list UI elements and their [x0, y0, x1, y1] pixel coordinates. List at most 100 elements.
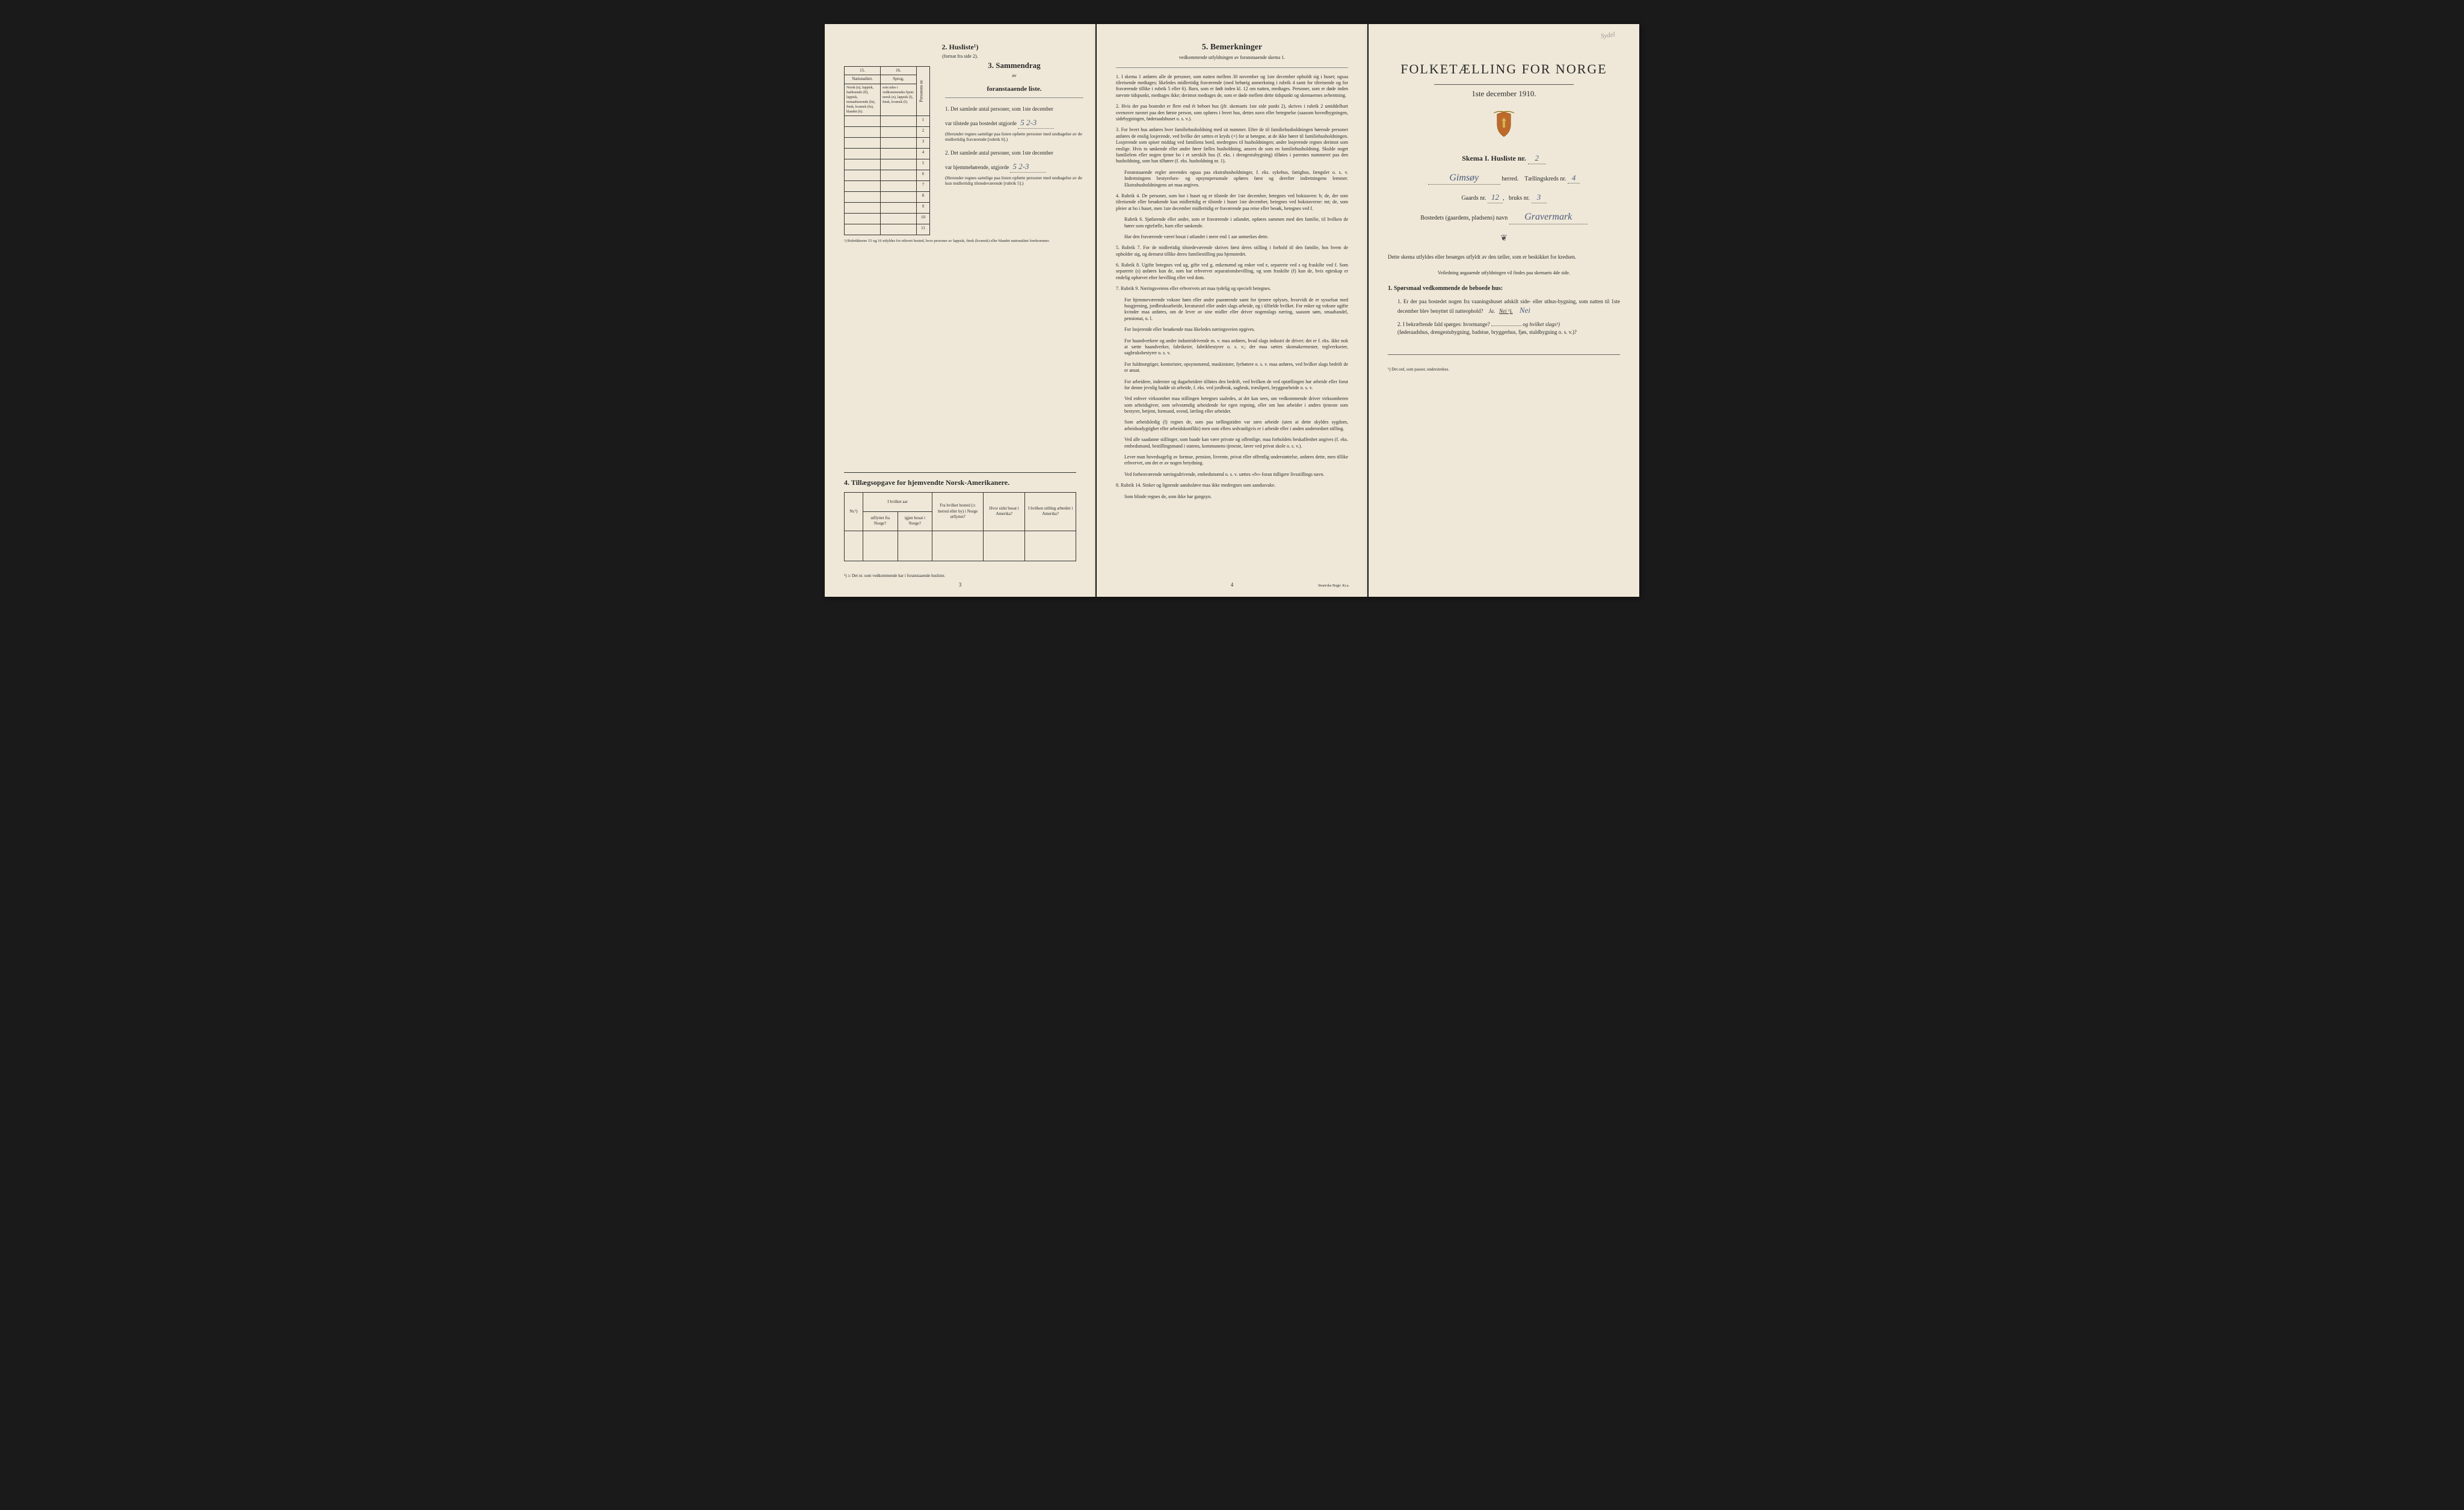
- table-cell: [881, 181, 917, 192]
- col-16-sub: som tales i vedkommendes hjem: norsk (n)…: [881, 84, 917, 116]
- row-num: 7: [917, 181, 930, 192]
- gaards-nr: 12: [1488, 192, 1503, 203]
- bemerk-item: Foranstaaende regler anvendes ogsaa paa …: [1124, 170, 1348, 188]
- item1-mid: var tilstede paa bostedet utgjorde: [945, 120, 1017, 126]
- bemerk-item: Lever man hovedsagelig av formue, pensio…: [1124, 454, 1348, 467]
- th-aar: I hvilket aar: [863, 492, 932, 511]
- bemerk-item: For haandverkere og andre industridriven…: [1124, 338, 1348, 357]
- row-num: 4: [917, 149, 930, 159]
- section-5-title: 5. Bemerkninger: [1116, 42, 1348, 54]
- table-cell: [881, 192, 917, 203]
- bosted-line: Bostedets (gaardens, pladsens) navn Grav…: [1388, 211, 1620, 224]
- bemerk-item: Som blinde regnes de, som ikke har gangs…: [1124, 494, 1348, 500]
- row-num: 1: [917, 116, 930, 127]
- th-igjen: igjen bosat i Norge?: [898, 511, 932, 531]
- main-date: 1ste december 1910.: [1388, 88, 1620, 99]
- section-2-title: 2. Husliste¹): [844, 42, 1076, 52]
- coat-of-arms-icon: [1492, 111, 1516, 138]
- herred-label: herred.: [1502, 176, 1518, 182]
- table-cell: [845, 116, 881, 127]
- tilleg-table: Nr.²) I hvilket aar Fra hvilket bosted (…: [844, 492, 1076, 561]
- q1-answer: Nei: [1520, 306, 1530, 315]
- section-2-subtitle: (fortsat fra side 2).: [844, 54, 1076, 60]
- table-cell: [881, 159, 917, 170]
- schema-line: Skema I. Husliste nr. 2: [1388, 153, 1620, 164]
- bemerk-item: Ved enhver virksomhet maa stillingen bet…: [1124, 396, 1348, 414]
- bosted-label: Bostedets (gaardens, pladsens) navn: [1420, 215, 1508, 221]
- row-num: 8: [917, 192, 930, 203]
- row-num: 6: [917, 170, 930, 181]
- pencil-annotation: Sydel: [1600, 30, 1616, 41]
- page-center: 5. Bemerkninger vedkommende utfyldningen…: [1097, 24, 1367, 597]
- item1-pre: 1. Det samlede antal personer, som 1ste …: [945, 105, 1083, 112]
- item2-mid: var hjemmehørende, utgjorde: [945, 164, 1009, 170]
- table-cell: [845, 224, 881, 235]
- table-cell: [881, 214, 917, 224]
- question-1: 1. Er der paa bostedet nogen fra vaaning…: [1397, 298, 1620, 316]
- page-number: 3: [825, 581, 1095, 588]
- gaards-line: Gaards nr. 12, bruks nr. 3: [1388, 192, 1620, 203]
- col-person-nr: Personens nr.: [917, 66, 930, 116]
- table-cell: [881, 116, 917, 127]
- section-4-footnote: ²) ɔ: Det nr. som vedkommende har i fora…: [844, 573, 1076, 579]
- table-cell: [845, 192, 881, 203]
- herred-line: Gimsøy herred. Tællingskreds nr. 4: [1388, 171, 1620, 185]
- th-nr: Nr.²): [845, 492, 863, 531]
- bemerk-item: For fuldmægtiger, kontorister, opsynsmæn…: [1124, 362, 1348, 374]
- th-sidst: Hvor sidst bosat i Amerika?: [983, 492, 1024, 531]
- table-cell: [845, 149, 881, 159]
- herred-name: Gimsøy: [1428, 171, 1500, 185]
- col-15-sub: Norsk (n), lappisk, fastboende (lf), lap…: [845, 84, 881, 116]
- bemerk-item: 3. For hvert hus anføres hver familiehus…: [1116, 127, 1348, 164]
- item1-note: (Herunder regnes samtlige paa listen opf…: [945, 131, 1083, 142]
- section-2-footnote: ¹) Rubrikkerne 15 og 16 utfyldes for eth…: [844, 239, 1076, 243]
- table-cell: [898, 531, 932, 561]
- row-num: 9: [917, 203, 930, 214]
- q2-text: 2. I bekræftende fald spørges: hvormange…: [1397, 321, 1490, 327]
- sporsmaal-section: 1. Spørsmaal vedkommende de beboede hus:…: [1388, 285, 1620, 336]
- row-num: 11: [917, 224, 930, 235]
- bemerk-item: For arbeidere, inderster og dagarbeidere…: [1124, 379, 1348, 392]
- bosted-name: Gravermark: [1509, 211, 1588, 224]
- kreds-label: Tællingskreds nr.: [1524, 176, 1566, 182]
- husliste-table: 15. 16. Personens nr. Nationalitet. Spro…: [844, 66, 930, 235]
- main-title: FOLKETÆLLING FOR NORGE: [1388, 60, 1620, 78]
- col-15-header: Nationalitet.: [845, 75, 881, 84]
- sammendrag-item-2: 2. Det samlede antal personer, som 1ste …: [945, 149, 1083, 186]
- table-cell: [845, 127, 881, 138]
- schema-nr: 2: [1528, 153, 1546, 164]
- table-cell: [845, 181, 881, 192]
- table-cell: [845, 159, 881, 170]
- row-num: 5: [917, 159, 930, 170]
- row-num: 2: [917, 127, 930, 138]
- row-num: 3: [917, 138, 930, 149]
- table-cell: [881, 170, 917, 181]
- table-cell: [845, 203, 881, 214]
- question-2: 2. I bekræftende fald spørges: hvormange…: [1397, 321, 1620, 336]
- bemerk-item: 4. Rubrik 4. De personer, som bor i huse…: [1116, 193, 1348, 212]
- instruction-2: Veiledning angaaende utfyldningen vil fi…: [1388, 270, 1620, 276]
- th-bosted: Fra hvilket bosted (ɔ: herred eller by) …: [932, 492, 984, 531]
- bemerk-item: 1. I skema 1 anføres alle de personer, s…: [1116, 74, 1348, 99]
- bemerk-item: 5. Rubrik 7. For de midlertidig tilstede…: [1116, 245, 1348, 257]
- table-cell: [881, 203, 917, 214]
- table-cell: [881, 138, 917, 149]
- q1-nei: Nei ¹).: [1499, 308, 1513, 314]
- section-5-subtitle: vedkommende utfyldningen av foranstaaend…: [1116, 55, 1348, 61]
- bemerk-item: 8. Rubrik 14. Sinker og lignende aandssl…: [1116, 482, 1348, 488]
- bemerk-item: Har den fraværende været bosat i utlande…: [1124, 234, 1348, 240]
- sammendrag-item-1: 1. Det samlede antal personer, som 1ste …: [945, 105, 1083, 142]
- sporsmaal-title: 1. Spørsmaal vedkommende de beboede hus:: [1388, 285, 1620, 293]
- table-cell: [845, 214, 881, 224]
- item2-note: (Herunder regnes samtlige paa listen opf…: [945, 175, 1083, 186]
- bemerk-item: Rubrik 6. Sjøfarende eller andre, som er…: [1124, 217, 1348, 229]
- table-cell: [845, 531, 863, 561]
- section-4-tilleg: 4. Tillægsopgave for hjemvendte Norsk-Am…: [844, 472, 1076, 579]
- th-stilling: I hvilken stilling arbeidet i Amerika?: [1025, 492, 1076, 531]
- item1-value: 5 2-3: [1018, 117, 1054, 129]
- table-cell: [845, 170, 881, 181]
- bemerk-item: 2. Hvis der paa bostedet er flere end ét…: [1116, 103, 1348, 122]
- th-utflyttet: utflyttet fra Norge?: [863, 511, 898, 531]
- page3-footnote: ¹) Det ord, som passer, understrekes.: [1388, 367, 1620, 372]
- q2-sub: (føderaadshus, drengestubygning, badstue…: [1397, 329, 1577, 335]
